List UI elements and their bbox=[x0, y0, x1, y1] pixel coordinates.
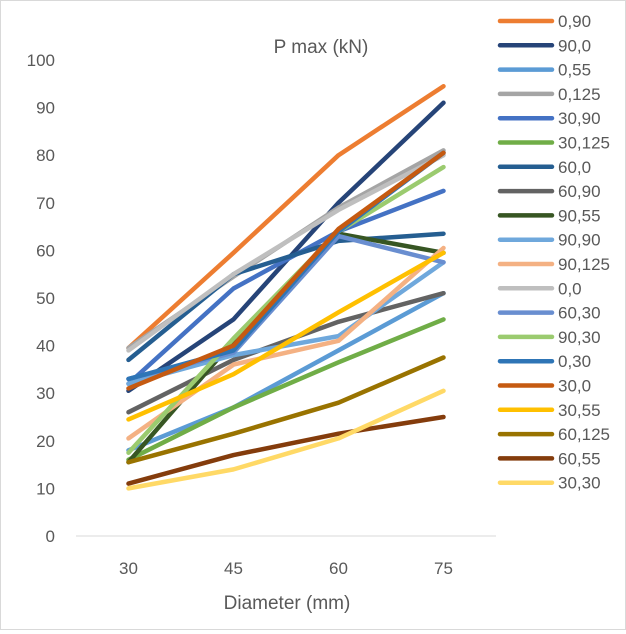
legend-label: 0,55 bbox=[558, 61, 591, 80]
x-tick-label: 30 bbox=[119, 559, 138, 578]
legend: 0,90 90,0 0,55 0,125 30,90 30,125 60,0 60,90 90,… bbox=[497, 12, 610, 493]
legend-label: 30,30 bbox=[558, 474, 601, 493]
y-tick-label: 20 bbox=[36, 432, 55, 451]
legend-label: 90,55 bbox=[558, 206, 601, 225]
series-line-0-55 bbox=[126, 290, 446, 453]
legend-entry: 90,30 bbox=[497, 328, 601, 347]
y-tick-labels: 0 10 20 30 40 50 60 70 80 90 100 bbox=[27, 51, 55, 546]
y-tick-label: 60 bbox=[36, 241, 55, 260]
legend-label: 0,0 bbox=[558, 279, 582, 298]
series-line-30-125 bbox=[126, 317, 446, 463]
series-line-0-0 bbox=[126, 152, 446, 353]
series-line-30-30 bbox=[126, 388, 446, 491]
legend-label: 30,0 bbox=[558, 377, 591, 396]
y-tick-label: 80 bbox=[36, 146, 55, 165]
series-line-30-55 bbox=[126, 250, 446, 422]
legend-entry: 60,30 bbox=[497, 304, 601, 323]
y-tick-label: 50 bbox=[36, 289, 55, 308]
y-tick-label: 0 bbox=[46, 527, 55, 546]
legend-label: 0,125 bbox=[558, 85, 601, 104]
series-line-60-0 bbox=[126, 231, 446, 363]
legend-label: 60,0 bbox=[558, 158, 591, 177]
series-line-0-90 bbox=[126, 83, 446, 351]
y-tick-label: 10 bbox=[36, 479, 55, 498]
legend-entry: 30,125 bbox=[497, 134, 610, 153]
legend-entry: 0,125 bbox=[497, 85, 601, 104]
series-lines bbox=[126, 83, 446, 491]
legend-label: 90,0 bbox=[558, 36, 591, 55]
legend-entry: 60,90 bbox=[497, 182, 601, 201]
legend-entry: 90,55 bbox=[497, 206, 601, 225]
y-tick-label: 90 bbox=[36, 99, 55, 118]
legend-entry: 90,125 bbox=[497, 255, 610, 274]
chart-title: P max (kN) bbox=[274, 37, 369, 58]
legend-entry: 60,55 bbox=[497, 449, 601, 468]
y-tick-label: 40 bbox=[36, 337, 55, 356]
axes: 0 10 20 30 40 50 60 70 80 90 100 30 45 60 75 bbox=[27, 51, 496, 578]
series-line-90-125 bbox=[126, 245, 446, 441]
legend-entry: 30,90 bbox=[497, 109, 601, 128]
legend-label: 30,125 bbox=[558, 134, 610, 153]
x-axis-title: Diameter (mm) bbox=[224, 593, 351, 614]
x-tick-labels: 30 45 60 75 bbox=[119, 559, 453, 578]
x-tick-label: 60 bbox=[329, 559, 348, 578]
series-line-60-55 bbox=[126, 414, 446, 486]
legend-entry: 90,0 bbox=[497, 36, 591, 55]
legend-entry: 30,0 bbox=[497, 377, 591, 396]
legend-entry: 0,55 bbox=[497, 61, 591, 80]
legend-entry: 30,55 bbox=[497, 401, 601, 420]
series-line-90-55 bbox=[126, 231, 446, 465]
legend-entry: 0,90 bbox=[497, 12, 591, 31]
y-tick-label: 30 bbox=[36, 384, 55, 403]
legend-entry: 30,30 bbox=[497, 474, 601, 493]
y-tick-label: 100 bbox=[27, 51, 55, 70]
legend-label: 90,125 bbox=[558, 255, 610, 274]
x-tick-label: 75 bbox=[434, 559, 453, 578]
legend-label: 90,30 bbox=[558, 328, 601, 347]
y-tick-label: 70 bbox=[36, 194, 55, 213]
legend-entry: 0,0 bbox=[497, 279, 582, 298]
legend-label: 0,90 bbox=[558, 12, 591, 31]
legend-entry: 90,90 bbox=[497, 231, 601, 250]
x-tick-label: 45 bbox=[224, 559, 243, 578]
legend-entry: 60,0 bbox=[497, 158, 591, 177]
legend-label: 30,90 bbox=[558, 109, 601, 128]
legend-label: 60,55 bbox=[558, 449, 601, 468]
legend-label: 60,90 bbox=[558, 182, 601, 201]
series-line-30-90 bbox=[126, 188, 446, 386]
legend-entry: 0,30 bbox=[497, 352, 591, 371]
legend-label: 30,55 bbox=[558, 401, 601, 420]
legend-label: 0,30 bbox=[558, 352, 591, 371]
series-line-60-125 bbox=[126, 355, 446, 465]
legend-label: 90,90 bbox=[558, 231, 601, 250]
series-line-30-0 bbox=[126, 150, 446, 391]
legend-entry: 60,125 bbox=[497, 425, 610, 444]
legend-label: 60,30 bbox=[558, 304, 601, 323]
legend-label: 60,125 bbox=[558, 425, 610, 444]
